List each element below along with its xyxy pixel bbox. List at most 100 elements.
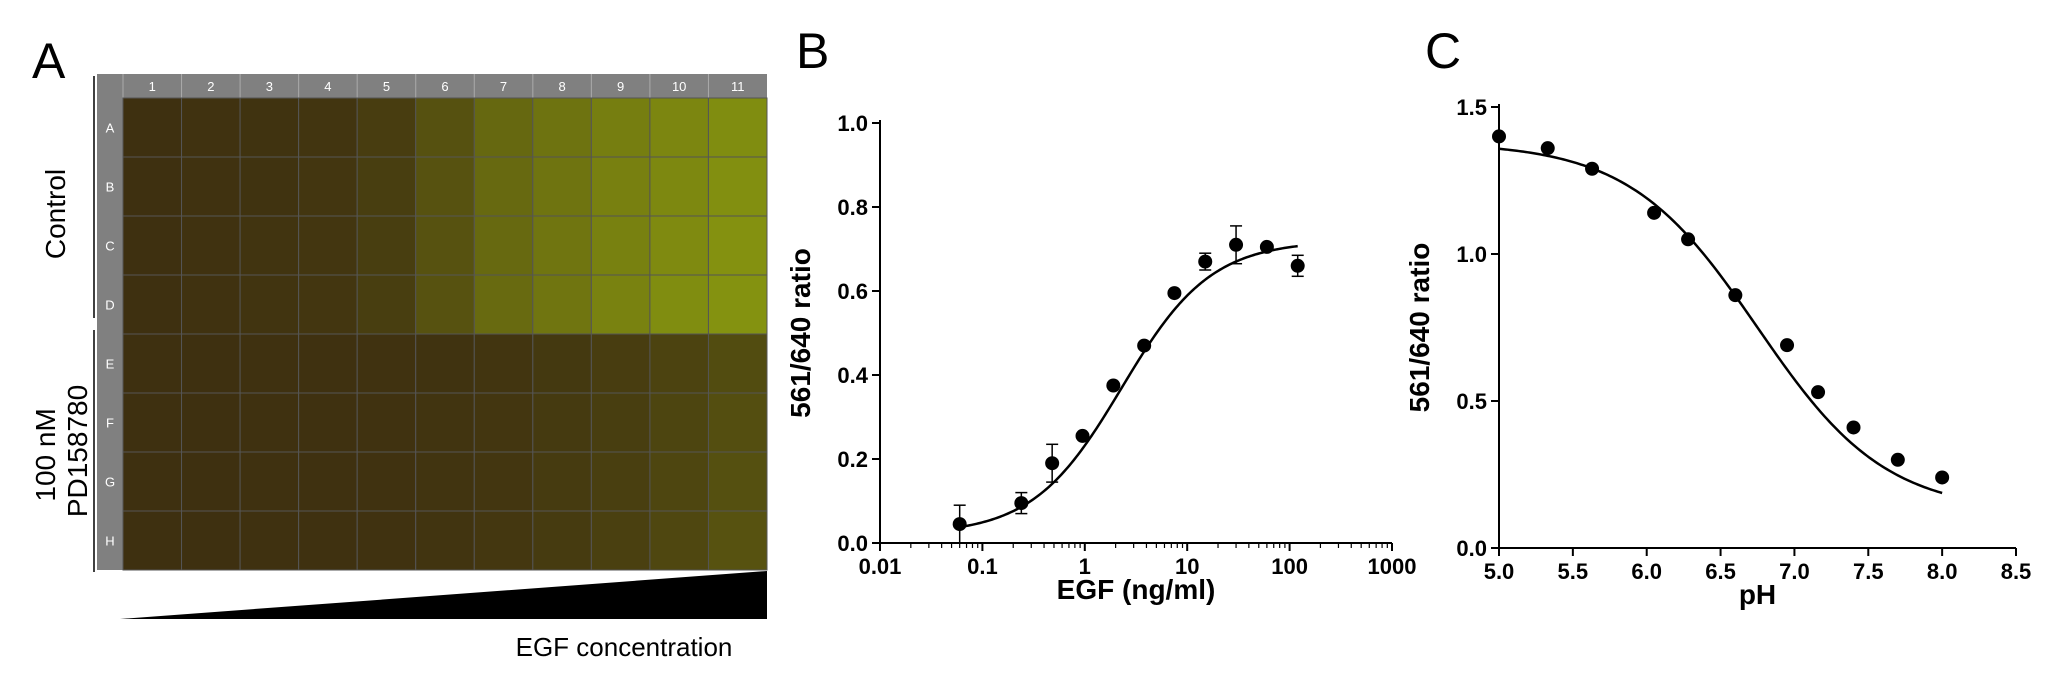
y-axis-title: 561/640 ratio — [785, 248, 816, 418]
panel-c-letter: C — [1425, 23, 1461, 79]
chart-b: 0.0 0.2 0.4 0.6 0.8 1.0 0.01 0.1 1 10 100 1000 EGF (… — [785, 111, 1416, 605]
plate-well — [122, 333, 183, 394]
plate-well — [122, 97, 183, 158]
plate-well — [649, 392, 709, 453]
data-point — [1137, 338, 1152, 353]
data-point — [952, 517, 967, 532]
x-tick-label: 1000 — [1368, 554, 1417, 579]
plate-column-label: 6 — [441, 79, 448, 94]
plate-well — [707, 215, 768, 276]
well-plate: 1 2 3 4 5 6 7 8 9 10 11 A B C D E F G H — [97, 74, 768, 571]
x-tick-label: 6.0 — [1631, 559, 1662, 584]
plate-column-label: 4 — [324, 79, 331, 94]
plate-well — [415, 333, 475, 394]
plate-well — [356, 97, 417, 158]
plate-well — [298, 274, 358, 335]
plate-well — [239, 215, 300, 276]
plate-well — [298, 392, 358, 453]
plate-well — [707, 451, 768, 512]
plate-well — [122, 156, 183, 217]
egf-gradient-wedge — [120, 571, 767, 619]
plate-row-label: G — [105, 475, 115, 490]
plate-well — [239, 451, 300, 512]
data-point — [1846, 420, 1861, 435]
plate-well — [122, 451, 183, 512]
plate-column-label: 1 — [149, 79, 156, 94]
plate-well — [415, 97, 475, 158]
x-tick-label: 5.0 — [1484, 559, 1515, 584]
plate-well — [239, 156, 300, 217]
data-point — [1014, 496, 1029, 511]
x-tick-label: 1 — [1079, 554, 1091, 579]
row-group-label-control: Control — [40, 169, 71, 259]
plate-well — [356, 156, 417, 217]
plate-well — [707, 274, 768, 335]
plate-well — [415, 215, 475, 276]
plate-well — [122, 274, 183, 335]
data-point — [1075, 428, 1090, 443]
plate-well — [239, 333, 300, 394]
plate-well — [590, 97, 651, 158]
data-point — [1198, 254, 1213, 269]
plate-well — [122, 392, 183, 453]
plate-column-label: 5 — [383, 79, 390, 94]
data-point — [1045, 456, 1060, 471]
data-point — [1290, 258, 1305, 273]
data-point — [1935, 470, 1950, 485]
data-point — [1540, 141, 1555, 156]
y-axis-title: 561/640 ratio — [1404, 243, 1435, 413]
plate-well — [415, 451, 475, 512]
plate-well — [590, 215, 651, 276]
plate-well — [415, 392, 475, 453]
row-group-label-inhibitor: 100 nM PD158780 — [30, 385, 93, 517]
y-tick-label: 0.5 — [1456, 389, 1487, 414]
plate-well — [707, 392, 768, 453]
y-tick-label: 0.4 — [837, 363, 868, 388]
plate-well — [707, 156, 768, 217]
plate-well — [356, 510, 417, 571]
plate-well — [649, 156, 709, 217]
plate-well — [590, 156, 651, 217]
plate-well — [122, 510, 183, 571]
plate-well — [298, 97, 358, 158]
plate-column-label: 2 — [207, 79, 214, 94]
plate-well — [649, 333, 709, 394]
plate-well — [181, 215, 241, 276]
plate-well — [415, 156, 475, 217]
x-tick-label: 10 — [1175, 554, 1199, 579]
plate-well — [181, 274, 241, 335]
x-tick-label: 7.0 — [1779, 559, 1810, 584]
plate-well — [298, 333, 358, 394]
plate-well — [649, 215, 709, 276]
panel-b-letter: B — [796, 23, 829, 79]
y-tick-label: 1.0 — [837, 111, 868, 136]
x-axis-title: pH — [1739, 579, 1776, 610]
y-tick-label: 0.2 — [837, 447, 868, 472]
plate-row-label: H — [105, 534, 114, 549]
plate-well — [590, 333, 651, 394]
plate-well — [473, 156, 534, 217]
y-tick-label: 0.8 — [837, 195, 868, 220]
plate-row-label: C — [105, 239, 114, 254]
plate-row-label: F — [106, 416, 114, 431]
y-tick-label: 0.6 — [837, 279, 868, 304]
plate-well — [415, 510, 475, 571]
plate-well — [590, 451, 651, 512]
plate-well — [473, 333, 534, 394]
plate-well — [298, 215, 358, 276]
plate-row-label: E — [106, 357, 115, 372]
plate-well — [473, 215, 534, 276]
plate-row-header-bar — [97, 74, 123, 570]
plate-well — [649, 510, 709, 571]
plate-well — [532, 97, 592, 158]
data-point — [1728, 288, 1743, 303]
plate-column-label: 7 — [500, 79, 507, 94]
plate-row-label: D — [105, 298, 114, 313]
chart-c: 0.0 0.5 1.0 1.5 5.0 5.5 6.0 6.5 7.0 7.5 8.0 8.5 pH 56… — [1404, 95, 2031, 610]
plate-well — [239, 97, 300, 158]
x-tick-label: 8.0 — [1927, 559, 1958, 584]
y-tick-label: 0.0 — [1456, 536, 1487, 561]
plate-well — [239, 274, 300, 335]
x-tick-label: 100 — [1271, 554, 1308, 579]
y-tick-label: 1.0 — [1456, 242, 1487, 267]
